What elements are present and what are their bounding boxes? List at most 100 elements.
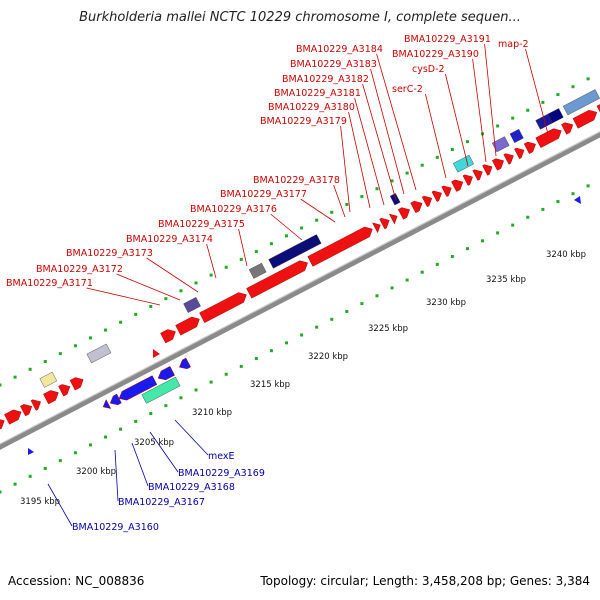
- gene-label-bma10229-a3172[interactable]: BMA10229_A3172: [36, 264, 123, 275]
- backbone-line: [0, 131, 600, 450]
- gene-label-bma10229-a3177[interactable]: BMA10229_A3177: [220, 189, 307, 200]
- feature-box-aqua[interactable]: [141, 376, 181, 404]
- forward-gene-21[interactable]: [462, 174, 473, 186]
- forward-gene-4[interactable]: [43, 390, 59, 405]
- forward-gene-24[interactable]: [491, 158, 505, 171]
- forward-gene-1[interactable]: [4, 409, 22, 425]
- forward-gene-5[interactable]: [58, 384, 71, 397]
- gc-dot-inner: [330, 317, 334, 321]
- gc-dot-inner: [209, 380, 213, 384]
- gene-label-serc-2[interactable]: serC-2: [392, 84, 423, 95]
- gc-dot-outer: [571, 85, 575, 89]
- leader-line: [270, 213, 303, 241]
- gene-label-bma10229-a3173[interactable]: BMA10229_A3173: [66, 248, 153, 259]
- forward-gene-27[interactable]: [523, 141, 536, 154]
- gc-dot-outer: [496, 124, 500, 128]
- gc-dot-outer: [435, 155, 439, 159]
- forward-gene-20[interactable]: [451, 179, 464, 192]
- forward-gene-30[interactable]: [572, 109, 598, 129]
- feature-box-10[interactable]: [547, 108, 564, 124]
- feature-box-1[interactable]: [86, 343, 112, 364]
- gene-label-mexe[interactable]: mexE: [208, 451, 235, 462]
- reverse-gene-2[interactable]: [118, 375, 158, 401]
- leader-line: [370, 68, 405, 195]
- gc-dot-outer: [254, 250, 258, 254]
- forward-gene-15[interactable]: [397, 207, 410, 220]
- gene-label-bma10229-a3183[interactable]: BMA10229_A3183: [290, 59, 377, 70]
- forward-gene-6[interactable]: [69, 377, 84, 391]
- forward-gene-13[interactable]: [379, 217, 390, 230]
- tick-label: 3230 kbp: [426, 298, 466, 308]
- gene-label-bma10229-a3182[interactable]: BMA10229_A3182: [282, 74, 369, 85]
- leader-line: [472, 58, 487, 163]
- feature-box-3[interactable]: [248, 262, 267, 279]
- gene-label-bma10229-a3174[interactable]: BMA10229_A3174: [126, 234, 213, 245]
- feature-track[interactable]: [0, 69, 600, 455]
- gene-labels[interactable]: BMA10229_A3171 BMA10229_A3172 BMA10229_A31…: [6, 34, 529, 533]
- gene-label-bma10229-a3178[interactable]: BMA10229_A3178: [253, 175, 340, 186]
- forward-gene-9[interactable]: [199, 292, 247, 323]
- gene-label-bma10229-a3167[interactable]: BMA10229_A3167: [118, 497, 205, 508]
- feature-box-6[interactable]: [452, 154, 475, 173]
- forward-gene-3[interactable]: [30, 399, 41, 411]
- gene-label-bma10229-a3179[interactable]: BMA10229_A3179: [260, 116, 347, 127]
- gene-label-bma10229-a3175[interactable]: BMA10229_A3175: [158, 219, 245, 230]
- feature-box-11[interactable]: [562, 89, 600, 116]
- reverse-gene-0[interactable]: [102, 399, 112, 409]
- forward-gene-26[interactable]: [514, 147, 525, 160]
- forward-gene-19[interactable]: [441, 185, 452, 197]
- gene-label-bma10229-a3181[interactable]: BMA10229_A3181: [274, 88, 361, 99]
- forward-gene-11[interactable]: [307, 226, 373, 267]
- reverse-gene-1[interactable]: [109, 393, 122, 406]
- gene-label-bma10229-a3190[interactable]: BMA10229_A3190: [392, 49, 479, 60]
- feature-box-8[interactable]: [509, 128, 524, 143]
- forward-gene-31[interactable]: [596, 102, 600, 115]
- gc-dot-inner: [0, 490, 2, 494]
- gene-label-bma10229-a3184[interactable]: BMA10229_A3184: [296, 44, 383, 55]
- gc-dot-outer: [149, 305, 153, 309]
- reverse-gene-3[interactable]: [157, 366, 175, 381]
- gene-label-bma10229-a3168[interactable]: BMA10229_A3168: [148, 482, 235, 493]
- forward-gene-29[interactable]: [561, 122, 574, 135]
- gene-label-bma10229-a3176[interactable]: BMA10229_A3176: [190, 204, 277, 215]
- forward-gene-18[interactable]: [431, 190, 442, 203]
- gc-dot-outer: [104, 328, 108, 332]
- forward-gene-16[interactable]: [410, 200, 423, 214]
- tick-label: 3200 kbp: [76, 467, 116, 477]
- forward-gene-28[interactable]: [535, 128, 562, 148]
- forward-gene-10[interactable]: [246, 260, 308, 299]
- gene-label-bma10229-a3171[interactable]: BMA10229_A3171: [6, 278, 93, 289]
- reverse-gene-edge[interactable]: [574, 196, 581, 204]
- feature-box-4[interactable]: [268, 234, 322, 269]
- leader-line: [47, 483, 73, 527]
- forward-gene-25[interactable]: [503, 153, 514, 165]
- gene-label-bma10229-a3191[interactable]: BMA10229_A3191: [404, 34, 491, 45]
- gc-dot-outer: [511, 116, 515, 120]
- forward-gene-14[interactable]: [388, 213, 398, 225]
- gc-dot-outer: [269, 242, 273, 246]
- gene-label-bma10229-a3180[interactable]: BMA10229_A3180: [268, 102, 355, 113]
- feature-box-5[interactable]: [389, 193, 401, 206]
- gene-label-cysd-2[interactable]: cysD-2: [412, 64, 445, 75]
- forward-gene-7[interactable]: [160, 329, 176, 344]
- gc-dot-outer: [330, 210, 334, 214]
- forward-gene-23[interactable]: [482, 164, 493, 176]
- gc-dot-outer: [73, 344, 77, 348]
- gc-dot-outer: [390, 179, 394, 183]
- feature-box-0[interactable]: [39, 371, 58, 388]
- feature-box-2[interactable]: [183, 297, 201, 313]
- gene-label-bma10229-a3169[interactable]: BMA10229_A3169: [178, 468, 265, 479]
- gene-label-bma10229-a3160[interactable]: BMA10229_A3160: [72, 522, 159, 533]
- forward-gene-17[interactable]: [421, 195, 433, 208]
- reverse-gene-small[interactable]: [28, 448, 34, 455]
- forward-gene-0[interactable]: [0, 419, 5, 432]
- leader-line: [206, 243, 217, 279]
- gene-label-map-2[interactable]: map-2: [498, 39, 529, 50]
- forward-gene-tiny[interactable]: [153, 349, 160, 358]
- forward-gene-2[interactable]: [20, 404, 33, 417]
- reverse-gene-4[interactable]: [179, 357, 191, 370]
- forward-gene-8[interactable]: [175, 316, 200, 336]
- forward-gene-12[interactable]: [372, 222, 381, 234]
- forward-gene-22[interactable]: [472, 169, 483, 181]
